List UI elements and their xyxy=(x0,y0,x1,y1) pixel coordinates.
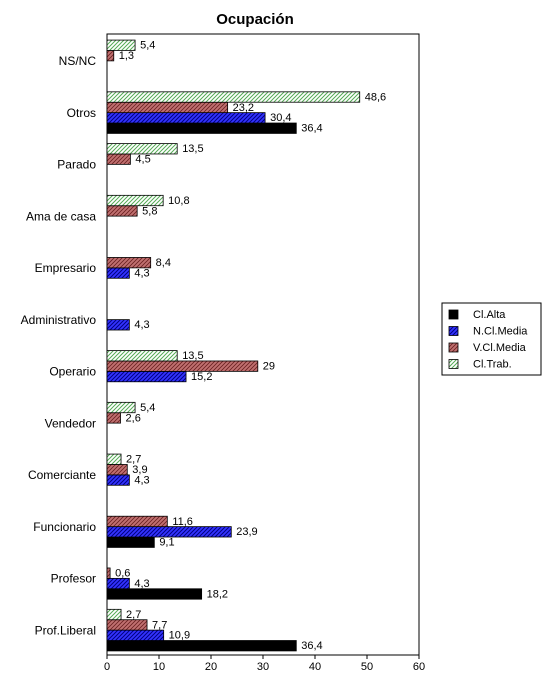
bar xyxy=(106,112,266,124)
legend-label: V.Cl.Media xyxy=(473,342,527,354)
legend-swatch xyxy=(448,309,459,320)
legend-label: N.Cl.Media xyxy=(473,325,528,337)
bar xyxy=(106,526,232,538)
data-label: 4,3 xyxy=(134,578,149,590)
legend: Cl.Alta N.Cl.Media V.Cl.Media Cl.Trab. xyxy=(441,302,542,376)
x-tick-label: 10 xyxy=(153,661,165,673)
category-label: Parado xyxy=(57,158,96,172)
plot-area xyxy=(106,33,420,656)
data-label: 7,7 xyxy=(152,619,167,631)
category-label: Administrativo xyxy=(21,313,97,327)
x-tick-label: 30 xyxy=(257,661,269,673)
bar xyxy=(106,453,122,465)
x-tick-label: 40 xyxy=(309,661,321,673)
bar xyxy=(106,194,164,207)
x-axis: 0 10 20 30 40 50 60 xyxy=(104,655,425,673)
bar xyxy=(106,257,152,269)
category-label: Vendedor xyxy=(45,416,96,430)
category-label: Funcionario xyxy=(33,520,96,534)
bar xyxy=(106,350,178,362)
data-label: 4,3 xyxy=(134,474,149,486)
legend-label: Cl.Trab. xyxy=(473,358,512,370)
data-label: 36,4 xyxy=(301,640,322,652)
data-label: 10,8 xyxy=(168,195,189,207)
category-label: Prof.Liberal xyxy=(35,623,96,637)
bar xyxy=(106,536,155,548)
data-label: 3,9 xyxy=(132,464,147,476)
category-label: Comerciante xyxy=(28,468,96,482)
bar xyxy=(106,515,168,528)
bar xyxy=(106,205,138,217)
bar xyxy=(106,50,115,62)
x-tick-label: 0 xyxy=(104,661,110,673)
data-label: 2,7 xyxy=(126,609,141,621)
data-label: 5,4 xyxy=(140,402,155,414)
data-label: 23,2 xyxy=(233,102,254,114)
legend-swatch xyxy=(448,326,459,336)
legend-box xyxy=(441,302,542,376)
bar xyxy=(106,640,297,652)
bar xyxy=(106,370,187,383)
bar xyxy=(106,122,297,134)
legend-swatch xyxy=(448,342,459,353)
data-label: 4,5 xyxy=(135,154,150,166)
data-label: 1,3 xyxy=(119,50,134,62)
data-label: 4,3 xyxy=(134,267,149,279)
data-label: 0,6 xyxy=(115,568,130,580)
bar xyxy=(106,143,178,155)
bar xyxy=(106,91,361,103)
data-label: 2,6 xyxy=(126,412,141,424)
bar xyxy=(106,412,121,424)
data-label: 10,9 xyxy=(169,630,190,642)
data-label: 11,6 xyxy=(172,516,193,528)
bar xyxy=(106,577,130,590)
data-label: 5,4 xyxy=(140,40,155,52)
data-label: 23,9 xyxy=(236,526,257,538)
chart-title: Ocupación xyxy=(216,11,294,28)
legend-label: Cl.Alta xyxy=(473,309,506,321)
data-label: 48,6 xyxy=(365,91,386,103)
bar xyxy=(106,464,128,476)
category-label: Empresario xyxy=(35,261,97,275)
category-label: Otros xyxy=(67,106,96,120)
x-tick-label: 20 xyxy=(205,661,217,673)
data-label: 4,3 xyxy=(134,319,149,331)
bar xyxy=(106,608,122,621)
data-label: 13,5 xyxy=(182,143,203,155)
category-label: Profesor xyxy=(51,572,96,586)
bar xyxy=(106,619,148,631)
bar xyxy=(106,401,136,414)
bars-layer xyxy=(106,39,361,652)
data-label: 18,2 xyxy=(207,588,228,600)
category-labels: NS/NC Otros Parado Ama de casa Empresario Adm… xyxy=(21,54,97,637)
bar xyxy=(106,267,130,279)
bar xyxy=(106,319,130,331)
bar xyxy=(106,474,130,486)
data-label: 29 xyxy=(263,361,275,373)
bar xyxy=(106,101,229,114)
data-label: 9,1 xyxy=(159,537,174,549)
bar xyxy=(106,360,259,372)
category-label: NS/NC xyxy=(59,54,97,68)
data-label: 13,5 xyxy=(182,350,203,362)
bar xyxy=(106,629,165,641)
data-label: 36,4 xyxy=(301,123,322,135)
category-label: Operario xyxy=(49,365,96,379)
category-label: Ama de casa xyxy=(26,209,96,223)
data-labels: 1,3 5,4 36,4 30,4 23,2 48,6 4,5 13,5 5,8 10,8 4,3 8… xyxy=(115,40,386,652)
bar xyxy=(106,39,136,51)
data-label: 5,8 xyxy=(142,205,157,217)
data-label: 15,2 xyxy=(191,371,212,383)
data-label: 2,7 xyxy=(126,454,141,466)
x-tick-label: 60 xyxy=(413,661,425,673)
data-label: 8,4 xyxy=(156,257,171,269)
bar xyxy=(106,153,131,165)
x-tick-label: 50 xyxy=(361,661,373,673)
legend-swatch xyxy=(448,359,459,369)
data-label: 30,4 xyxy=(270,112,291,124)
bar xyxy=(106,588,203,600)
bar xyxy=(106,567,111,579)
